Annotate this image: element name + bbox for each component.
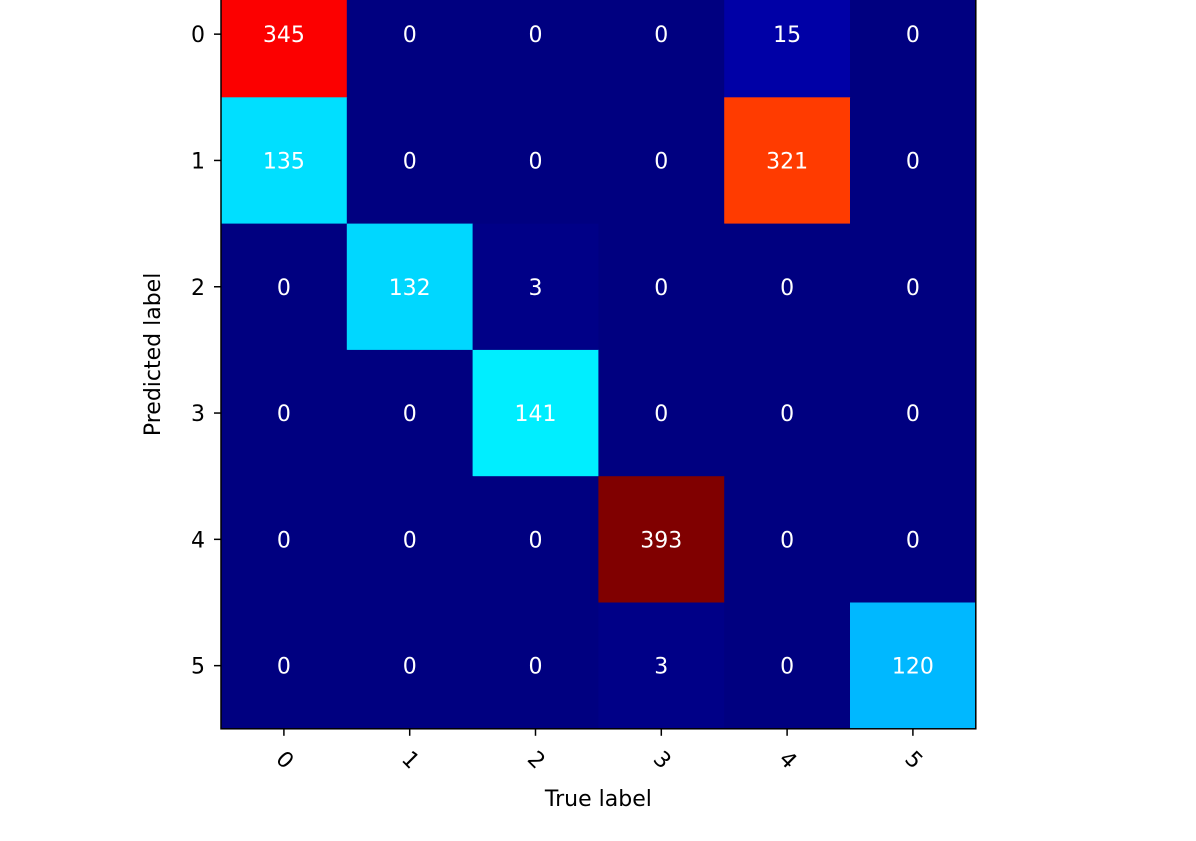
heatmap-cell-r5-c4 — [724, 602, 851, 730]
cell-value-r5-c3: 3 — [654, 655, 668, 680]
cell-value-r3-c5: 0 — [906, 402, 920, 427]
heatmap-cell-r4-c2 — [472, 476, 599, 604]
cell-value-r0-c1: 0 — [403, 23, 417, 48]
x-tick-label-3: 3 — [648, 747, 676, 775]
y-tick-label-3: 3 — [191, 402, 205, 427]
cell-value-r3-c3: 0 — [654, 402, 668, 427]
heatmap-cell-r2-c1 — [346, 223, 474, 351]
cell-value-r3-c0: 0 — [277, 402, 291, 427]
x-tick-label-1: 1 — [396, 747, 424, 775]
cell-value-r1-c5: 0 — [906, 149, 920, 174]
cell-value-r1-c4: 321 — [766, 149, 808, 174]
cell-value-r1-c2: 0 — [529, 149, 543, 174]
heatmap-cell-r1-c5 — [850, 97, 977, 225]
cell-value-r2-c3: 0 — [654, 276, 668, 301]
y-axis-ticks: 0 1 2 3 4 5 — [191, 23, 221, 680]
heatmap-cell-r0-c5 — [850, 0, 977, 98]
cell-value-r2-c4: 0 — [780, 276, 794, 301]
cell-value-r2-c0: 0 — [277, 276, 291, 301]
heatmap-cell-r5-c5 — [850, 602, 977, 730]
heatmap-cell-r1-c0 — [221, 97, 348, 225]
cell-value-r0-c0: 345 — [263, 23, 305, 48]
cell-value-r5-c2: 0 — [529, 655, 543, 680]
heatmap-cell-r3-c0 — [221, 349, 348, 477]
x-axis-ticks: 0 1 2 3 4 5 — [270, 728, 927, 775]
x-tick-label-2: 2 — [522, 747, 550, 775]
cell-value-r5-c4: 0 — [780, 655, 794, 680]
heatmap-cell-r5-c0 — [221, 602, 348, 730]
y-tick-label-0: 0 — [191, 23, 205, 48]
y-axis-label: Predicted label — [141, 273, 166, 436]
heatmap-cell-r0-c0 — [221, 0, 348, 98]
heatmap-cell-r0-c3 — [598, 0, 725, 98]
heatmap-cell-r4-c4 — [724, 476, 851, 604]
y-tick-label-2: 2 — [191, 276, 205, 301]
heatmap-cell-r2-c3 — [598, 223, 725, 351]
x-tick-label-5: 5 — [899, 747, 927, 775]
heatmap-cell-r4-c1 — [346, 476, 474, 604]
heatmap-cell-r0-c4 — [724, 0, 851, 98]
cell-value-r3-c1: 0 — [403, 402, 417, 427]
heatmap-cells — [221, 0, 977, 730]
heatmap-cell-r3-c5 — [850, 349, 977, 477]
heatmap-cell-r2-c0 — [221, 223, 348, 351]
cell-value-r4-c3: 393 — [640, 528, 682, 553]
heatmap-cell-r2-c4 — [724, 223, 851, 351]
cell-value-r4-c4: 0 — [780, 528, 794, 553]
cell-value-r1-c3: 0 — [654, 149, 668, 174]
heatmap-cell-r0-c2 — [472, 0, 599, 98]
y-tick-label-5: 5 — [191, 655, 205, 680]
heatmap-cell-r3-c4 — [724, 349, 851, 477]
cell-value-r0-c5: 0 — [906, 23, 920, 48]
cell-value-r0-c4: 15 — [773, 23, 801, 48]
y-tick-label-4: 4 — [191, 528, 205, 553]
heatmap-cell-r4-c5 — [850, 476, 977, 604]
heatmap-cell-r0-c1 — [346, 0, 474, 98]
cell-value-r2-c2: 3 — [529, 276, 543, 301]
x-tick-label-4: 4 — [774, 747, 802, 775]
heatmap-cell-r2-c5 — [850, 223, 977, 351]
cell-value-r2-c5: 0 — [906, 276, 920, 301]
cell-value-r0-c3: 0 — [654, 23, 668, 48]
x-tick-label-0: 0 — [270, 747, 298, 775]
plot-frame — [220, 0, 977, 730]
cell-value-r5-c1: 0 — [403, 655, 417, 680]
heatmap-cell-r3-c3 — [598, 349, 725, 477]
cell-value-r0-c2: 0 — [529, 23, 543, 48]
x-axis-label: True label — [544, 787, 652, 812]
heatmap-cell-r4-c3 — [598, 476, 725, 604]
heatmap-cell-r5-c3 — [598, 602, 725, 730]
heatmap-cell-labels: 345 0 0 0 15 0 135 0 0 0 321 0 0 132 3 0 0 0 0 0 141 0 0 0 0 0 0 39… — [263, 23, 934, 680]
heatmap-cell-r3-c2 — [472, 349, 599, 477]
heatmap-cell-r5-c2 — [472, 602, 599, 730]
y-tick-label-1: 1 — [191, 149, 205, 174]
heatmap-cell-r2-c2 — [472, 223, 599, 351]
cell-value-r2-c1: 132 — [389, 276, 431, 301]
cell-value-r1-c0: 135 — [263, 149, 305, 174]
heatmap-cell-r4-c0 — [221, 476, 348, 604]
heatmap-cell-r1-c3 — [598, 97, 725, 225]
cell-value-r1-c1: 0 — [403, 149, 417, 174]
heatmap-cell-r5-c1 — [346, 602, 474, 730]
cell-value-r5-c5: 120 — [892, 655, 934, 680]
heatmap-cell-r1-c4 — [724, 97, 851, 225]
cell-value-r4-c2: 0 — [529, 528, 543, 553]
heatmap-cell-r1-c1 — [346, 97, 474, 225]
cell-value-r4-c5: 0 — [906, 528, 920, 553]
heatmap-cell-r1-c2 — [472, 97, 599, 225]
cell-value-r4-c0: 0 — [277, 528, 291, 553]
cell-value-r3-c2: 141 — [515, 402, 557, 427]
cell-value-r4-c1: 0 — [403, 528, 417, 553]
cell-value-r5-c0: 0 — [277, 655, 291, 680]
cell-value-r3-c4: 0 — [780, 402, 794, 427]
heatmap-cell-r3-c1 — [346, 349, 474, 477]
